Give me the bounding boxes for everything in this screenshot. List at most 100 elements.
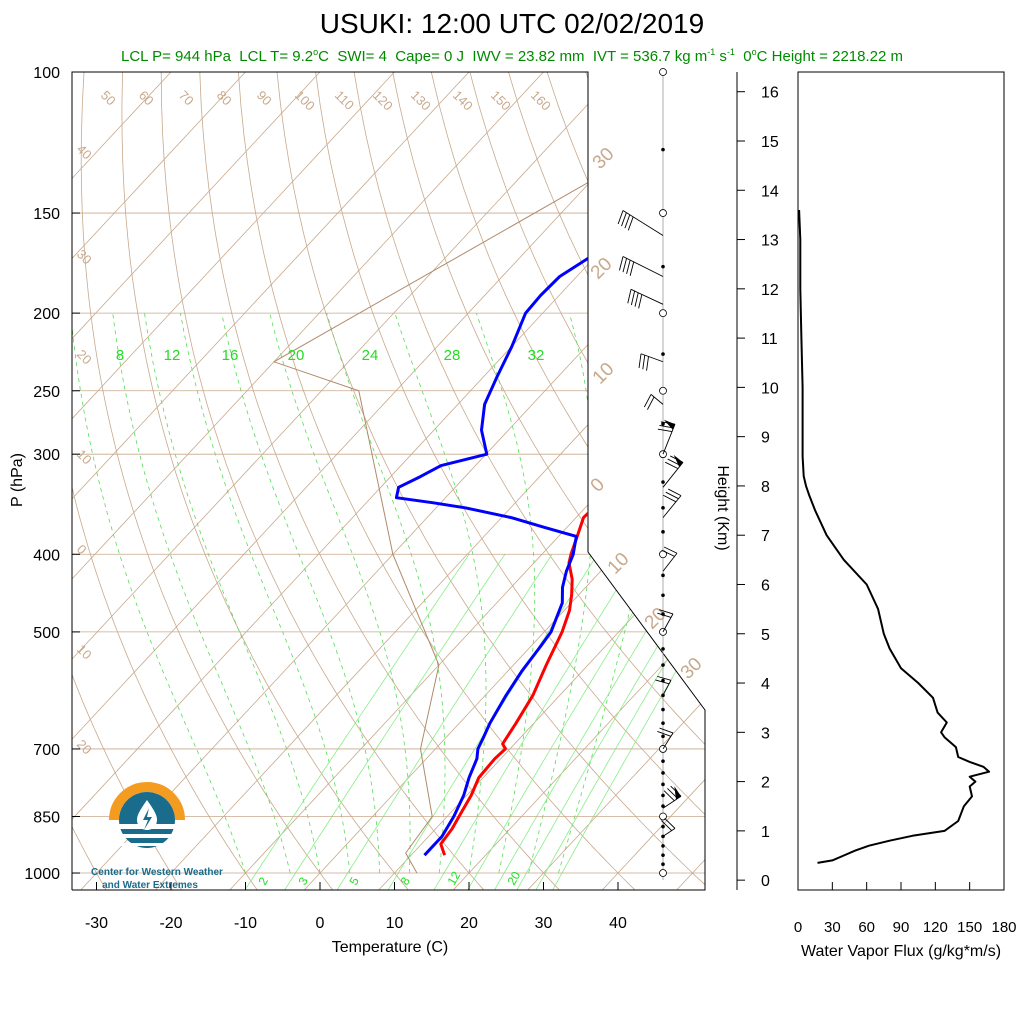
mixing-ratio-line xyxy=(244,554,470,890)
wind-barb-shaft xyxy=(662,552,678,572)
mixing-ratio-label-top: 8 xyxy=(116,347,124,364)
cw3e-logo: Center for Western Weather and Water Ext… xyxy=(91,782,223,891)
moist-adiabat-line xyxy=(72,313,246,874)
isotherm-label-left: 40 xyxy=(74,142,95,163)
moist-adiabat-line xyxy=(326,312,446,874)
flux-x-tick-label: 60 xyxy=(858,919,875,936)
barb-dot xyxy=(661,506,665,510)
moist-adiabat-line xyxy=(394,312,487,874)
height-tick-label: 0 xyxy=(761,873,770,890)
chart-title: USUKI: 12:00 UTC 02/02/2019 xyxy=(319,8,705,39)
isotherm-label-right: 10 xyxy=(604,549,634,579)
wind-barb-feather xyxy=(638,353,642,368)
wind-barb-feather xyxy=(657,731,672,737)
wind-barb-shaft xyxy=(622,256,664,277)
mixing-ratio-line xyxy=(433,554,640,890)
dry-adiabat-line xyxy=(199,72,560,890)
dry-adiabat-label: 140 xyxy=(450,88,476,114)
barb-dot xyxy=(661,663,665,667)
logo-bolt-icon xyxy=(143,808,152,830)
wind-barb-feather xyxy=(643,394,652,408)
barb-dot xyxy=(661,853,665,857)
dry-adiabat-line xyxy=(469,72,705,890)
dry-adiabat-label: 100 xyxy=(292,88,318,114)
barb-dot xyxy=(661,771,665,775)
height-tick-label: 16 xyxy=(761,85,779,102)
logo-wave-2 xyxy=(114,834,180,838)
y-tick-label: 400 xyxy=(33,547,60,564)
barb-dot xyxy=(661,734,665,739)
isotherm-label-left: 10 xyxy=(74,642,95,663)
wind-barb-feather xyxy=(663,790,675,801)
wind-barb-shaft xyxy=(630,288,664,305)
isotherm-line xyxy=(72,72,470,890)
mixing-ratio-line xyxy=(535,554,705,890)
dry-adiabat-label: 90 xyxy=(254,88,275,109)
height-tick-label: 10 xyxy=(761,380,779,397)
dry-adiabat-label: 80 xyxy=(214,88,235,109)
chart-subtitle: LCL P= 944 hPa LCL T= 9.2oC SWI= 4 Cape=… xyxy=(121,47,903,65)
height-axis-label: Height (Km) xyxy=(714,465,731,550)
moist-adiabat-line xyxy=(221,313,380,874)
height-tick-label: 7 xyxy=(761,528,770,545)
isotherm-line xyxy=(72,72,693,890)
swi-value: SWI= 4 xyxy=(337,48,387,65)
barb-dot xyxy=(661,530,665,534)
dry-adiabat-line xyxy=(238,72,636,890)
mixing-ratio-label-bottom: 20 xyxy=(504,869,523,888)
wind-barb-feather xyxy=(617,210,624,225)
zero-height-pre: 0 xyxy=(743,48,752,65)
isotherm-line xyxy=(72,72,544,890)
height-tick-label: 6 xyxy=(761,577,770,594)
x-tick-label: 30 xyxy=(535,915,553,932)
moist-adiabat-line xyxy=(269,312,411,874)
x-tick-label: -20 xyxy=(159,915,182,932)
isotherm-label-left: 30 xyxy=(74,247,95,268)
flux-series xyxy=(798,209,991,864)
moist-adiabat-line xyxy=(528,312,594,874)
wind-barb-feather xyxy=(659,609,674,615)
wind-barb-shaft xyxy=(662,613,674,633)
y-tick-label: 850 xyxy=(33,809,60,826)
wind-barb-shaft xyxy=(662,732,674,750)
dry-adiabat-line xyxy=(701,72,705,890)
dry-adiabat-line xyxy=(392,72,705,890)
x-tick-label: 10 xyxy=(386,915,404,932)
wind-barb-feather xyxy=(661,820,672,831)
mixing-ratio-label-top: 32 xyxy=(528,347,545,364)
y-tick-label: 200 xyxy=(33,306,60,323)
dry-adiabat-line xyxy=(121,72,409,890)
mixing-ratio-label-bottom: 2 xyxy=(255,874,271,887)
ivt-exp2: -1 xyxy=(726,47,735,57)
barb-station-circle xyxy=(659,386,667,395)
height-tick-label: 4 xyxy=(761,676,770,693)
dry-adiabat-line xyxy=(72,72,258,890)
wind-barb-feather xyxy=(657,612,672,618)
dry-adiabat-line xyxy=(72,72,183,890)
wind-barb-feather xyxy=(665,491,679,500)
skew-t-background xyxy=(72,72,1024,890)
wind-barb-flag xyxy=(673,454,683,468)
barb-dot xyxy=(661,647,665,651)
isotherm-label-right: 20 xyxy=(587,254,617,284)
moist-adiabat-line xyxy=(144,313,321,874)
height-tick-label: 8 xyxy=(761,479,770,496)
flux-x-tick-label: 180 xyxy=(991,919,1016,936)
wind-barb-feather xyxy=(642,355,646,370)
height-tick-label: 12 xyxy=(761,282,779,299)
barb-station-circle xyxy=(659,812,667,821)
isotherm-label-right: 10 xyxy=(589,359,619,389)
isotherm-line xyxy=(229,72,705,890)
isotherm-line xyxy=(154,72,705,890)
height-tick-label: 9 xyxy=(761,430,770,447)
flux-line xyxy=(798,209,991,864)
lcl-temperature-unit: C xyxy=(318,48,329,65)
height-tick-label: 11 xyxy=(761,331,778,348)
isotherm-line xyxy=(72,72,619,890)
logo-line-2: and Water Extremes xyxy=(102,880,198,891)
wind-barb-feather xyxy=(647,396,655,410)
flux-x-tick-label: 0 xyxy=(794,919,802,936)
dry-adiabat-line xyxy=(779,72,1024,890)
